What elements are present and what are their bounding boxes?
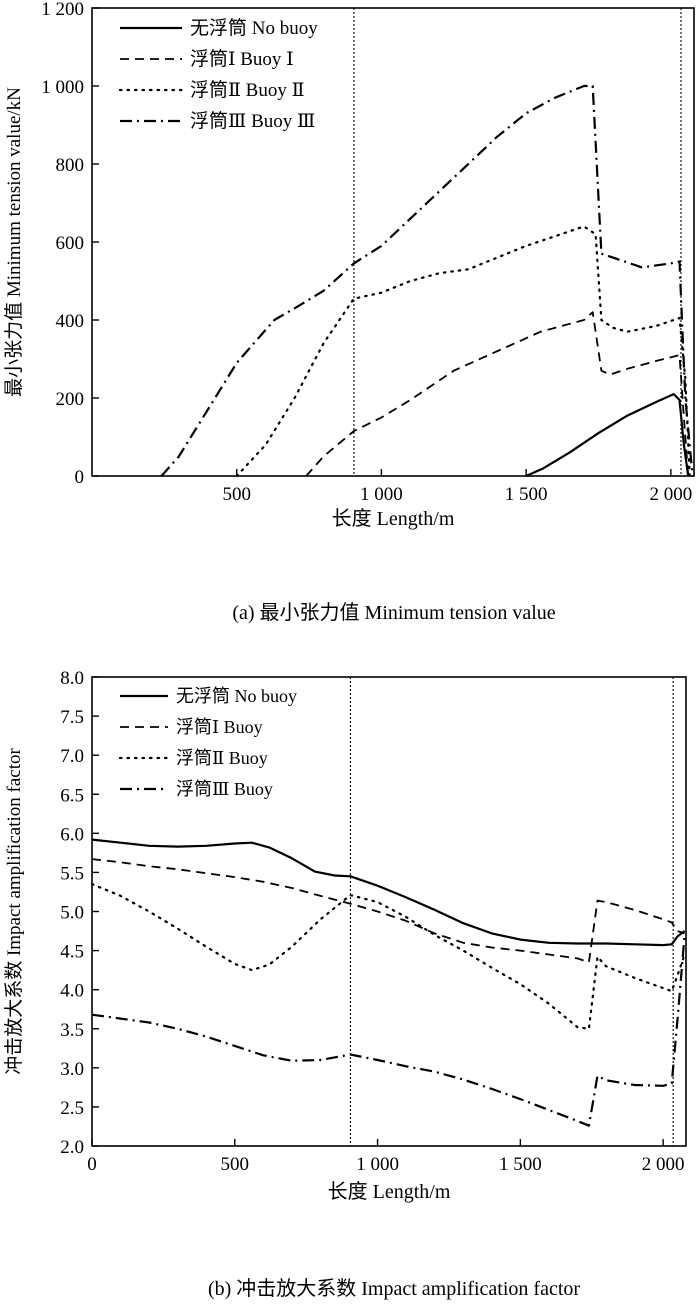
y-tick-label: 6.5 bbox=[60, 785, 84, 806]
y-tick-label: 800 bbox=[56, 155, 85, 176]
y-tick-label: 1 000 bbox=[41, 77, 84, 98]
plot-frame bbox=[91, 7, 695, 477]
y-tick-label: 8.0 bbox=[60, 668, 84, 689]
series-line bbox=[91, 858, 685, 964]
y-tick-label: 400 bbox=[56, 311, 85, 332]
y-axis-label: 最小张力值 Minimum tension value/kN bbox=[3, 87, 25, 397]
legend-label: 浮筒Ⅰ Buoy bbox=[176, 717, 263, 737]
y-tick-label: 2.5 bbox=[60, 1098, 84, 1119]
chart-caption: (b) 冲击放大系数 Impact amplification factor bbox=[208, 1277, 580, 1300]
series-line bbox=[305, 311, 690, 477]
legend-label: 浮筒Ⅱ Buoy Ⅱ bbox=[190, 79, 305, 101]
y-tick-label: 5.0 bbox=[60, 903, 84, 924]
chart-caption: (a) 最小张力值 Minimum tension value bbox=[232, 601, 555, 624]
x-tick-label: 1 000 bbox=[356, 1154, 399, 1175]
series-line bbox=[91, 934, 686, 1127]
x-tick-label: 1 500 bbox=[505, 484, 548, 505]
x-tick-label: 500 bbox=[222, 484, 251, 505]
y-tick-label: 7.5 bbox=[60, 707, 84, 728]
y-tick-label: 5.5 bbox=[60, 863, 84, 884]
y-tick-label: 2.0 bbox=[60, 1137, 84, 1158]
x-tick-label: 0 bbox=[87, 1154, 97, 1175]
y-tick-label: 3.0 bbox=[60, 1059, 84, 1080]
legend-label: 无浮筒 No buoy bbox=[190, 17, 318, 39]
y-tick-label: 200 bbox=[56, 389, 85, 410]
legend-label: 浮筒Ⅰ Buoy Ⅰ bbox=[190, 48, 294, 70]
x-tick-label: 1 000 bbox=[360, 484, 403, 505]
x-axis-label: 长度 Length/m bbox=[328, 1180, 451, 1203]
x-tick-label: 2 000 bbox=[642, 1154, 685, 1175]
series-line bbox=[90, 882, 686, 1030]
legend-label: 浮筒Ⅲ Buoy Ⅲ bbox=[190, 110, 315, 132]
y-tick-label: 1 200 bbox=[41, 0, 84, 20]
x-tick-label: 500 bbox=[221, 1154, 250, 1175]
legend-label: 浮筒Ⅱ Buoy bbox=[176, 748, 268, 768]
series-line bbox=[235, 225, 691, 478]
chart-b: 0 500 1 000 1 500 2 000 2.0 2.5 3.0 3.5 4.0 4.5 5.0… bbox=[3, 668, 687, 1300]
legend-label: 浮筒Ⅲ Buoy bbox=[176, 779, 273, 799]
y-tick-label: 0 bbox=[75, 467, 85, 488]
y-tick-label: 4.0 bbox=[60, 981, 84, 1002]
y-tick-label: 7.0 bbox=[60, 746, 84, 767]
x-axis-label: 长度 Length/m bbox=[332, 507, 455, 530]
x-tick-label: 1 500 bbox=[499, 1154, 542, 1175]
series-line bbox=[91, 838, 686, 947]
y-tick-label: 4.5 bbox=[60, 942, 84, 963]
series-line bbox=[160, 84, 694, 477]
chart-a: 500 1 000 1 500 2 000 0 200 400 600 800 1 000 1 20… bbox=[3, 0, 695, 624]
x-tick-label: 2 000 bbox=[649, 484, 692, 505]
y-tick-label: 600 bbox=[56, 233, 85, 254]
y-tick-label: 3.5 bbox=[60, 1020, 84, 1041]
series-line bbox=[525, 393, 690, 478]
legend-label: 无浮筒 No buoy bbox=[176, 686, 297, 706]
y-tick-label: 6.0 bbox=[60, 824, 84, 845]
y-axis-label: 冲击放大系数 Impact amplification factor bbox=[3, 748, 25, 1075]
